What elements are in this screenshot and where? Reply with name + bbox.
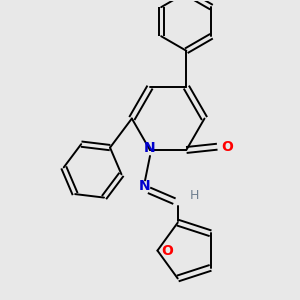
Text: O: O bbox=[221, 140, 233, 154]
Text: N: N bbox=[139, 179, 151, 193]
Text: N: N bbox=[144, 141, 156, 155]
Text: O: O bbox=[161, 244, 173, 258]
Text: H: H bbox=[189, 189, 199, 202]
